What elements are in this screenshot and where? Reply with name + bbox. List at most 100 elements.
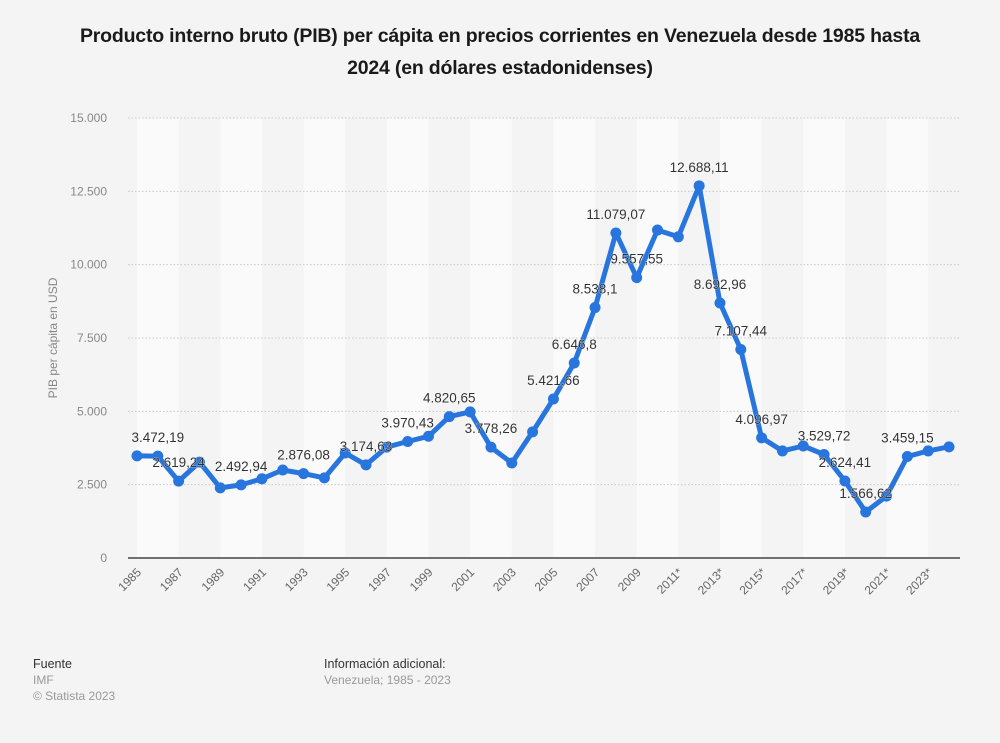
x-tick-label: 1991 (240, 565, 269, 594)
data-point (652, 224, 664, 236)
data-point (256, 473, 268, 485)
data-point (797, 440, 809, 452)
data-point (152, 450, 164, 462)
data-label: 2.876,08 (277, 448, 330, 463)
series-line (134, 183, 952, 515)
line-chart: 0 2.500 5.000 7.500 10.000 12.500 15.000 PIB p… (46, 111, 960, 597)
source-heading: Fuente (33, 657, 72, 671)
x-tick-label: 2005 (532, 565, 561, 594)
y-tick-label: 15.000 (70, 111, 107, 125)
data-point (860, 506, 872, 518)
data-point (943, 441, 955, 453)
x-tick-label: 2019* (820, 565, 852, 597)
data-point (568, 357, 580, 369)
source-link[interactable]: IMF (33, 673, 54, 687)
data-point (547, 393, 559, 405)
x-tick-label: 2013* (695, 565, 727, 597)
x-axis-ticks: 1985 1987 1989 1991 1993 1995 1997 1999 2001 2003… (115, 565, 935, 597)
data-label: 3.970,43 (381, 416, 434, 431)
x-tick-label: 2007 (573, 565, 602, 594)
x-tick-label: 2015* (737, 565, 769, 597)
gridlines (128, 117, 960, 486)
info-heading: Información adicional: (324, 657, 446, 671)
data-label: 6.646,8 (552, 337, 597, 352)
data-label: 9.557,55 (610, 252, 663, 267)
data-label: 5.421,66 (527, 373, 580, 388)
data-point (443, 411, 455, 423)
info-block: Información adicional: Venezuela; 1985 -… (324, 656, 451, 688)
data-label: 1.566,62 (839, 486, 892, 501)
data-point (901, 451, 913, 463)
data-point (381, 441, 393, 453)
data-point (131, 450, 143, 462)
y-tick-label: 0 (100, 551, 107, 565)
data-point (776, 445, 788, 457)
data-label: 2.624,41 (819, 455, 872, 470)
x-tick-label: 1995 (324, 565, 353, 594)
data-point (756, 432, 768, 444)
data-point (173, 475, 185, 487)
data-point (589, 302, 601, 314)
y-tick-label: 2.500 (77, 478, 107, 492)
data-point (193, 456, 205, 468)
x-tick-label: 1987 (157, 565, 186, 594)
x-tick-label: 1997 (365, 565, 394, 594)
background-band (470, 118, 512, 558)
data-point (318, 472, 330, 484)
y-tick-label: 10.000 (70, 258, 107, 272)
background-band (886, 118, 929, 558)
y-tick-label: 12.500 (70, 184, 107, 198)
data-point (922, 445, 934, 457)
x-tick-label: 1985 (115, 565, 144, 594)
data-point (818, 448, 830, 460)
data-point (422, 430, 434, 442)
data-label: 3.459,15 (881, 431, 934, 446)
data-point (339, 447, 351, 459)
x-tick-label: 2017* (778, 565, 810, 597)
data-point (402, 436, 414, 448)
data-label: 4.096,97 (735, 412, 788, 427)
data-point (464, 406, 476, 418)
x-tick-label: 2023* (903, 565, 935, 597)
y-axis-label: PIB per cápita en USD (46, 277, 60, 398)
x-tick-label: 2009 (615, 565, 644, 594)
data-point (214, 482, 226, 494)
x-tick-label: 1993 (282, 565, 311, 594)
y-axis-ticks: 0 2.500 5.000 7.500 10.000 12.500 15.000 (70, 111, 107, 565)
data-label: 11.079,07 (586, 207, 645, 222)
x-tick-label: 2001 (448, 565, 477, 594)
x-tick-label: 2021* (862, 565, 894, 597)
data-point (631, 272, 643, 284)
x-tick-label: 1999 (407, 565, 436, 594)
data-point (839, 475, 851, 487)
background-band (137, 118, 179, 558)
data-point (610, 227, 622, 239)
y-tick-label: 5.000 (77, 404, 107, 418)
data-point (360, 459, 372, 471)
data-point (693, 180, 705, 192)
data-label: 8.692,96 (694, 277, 747, 292)
background-band (803, 118, 845, 558)
source-block: Fuente IMF © Statista 2023 (33, 656, 115, 704)
data-label: 2.492,94 (215, 459, 268, 474)
background-band (386, 118, 429, 558)
data-points (131, 180, 955, 518)
data-point (298, 468, 310, 480)
y-tick-label: 7.500 (77, 331, 107, 345)
data-label: 3.174,63 (340, 439, 393, 454)
x-tick-label: 1989 (199, 565, 228, 594)
background-band (553, 118, 596, 558)
data-point (735, 344, 747, 356)
data-label: 12.688,11 (670, 160, 729, 175)
data-label: 4.820,65 (423, 391, 476, 406)
data-label: 3.778,26 (465, 421, 518, 436)
x-tick-label: 2003 (490, 565, 519, 594)
x-tick-label: 2011* (654, 565, 686, 597)
data-label: 3.529,72 (798, 428, 851, 443)
info-text: Venezuela; 1985 - 2023 (324, 673, 451, 687)
data-point (672, 231, 684, 243)
background-bands (137, 118, 929, 558)
data-point (714, 297, 726, 309)
data-labels: 3.472,19 2.619,24 2.492,94 2.876,08 3.174,63… (131, 160, 934, 502)
data-label: 3.472,19 (132, 430, 185, 445)
